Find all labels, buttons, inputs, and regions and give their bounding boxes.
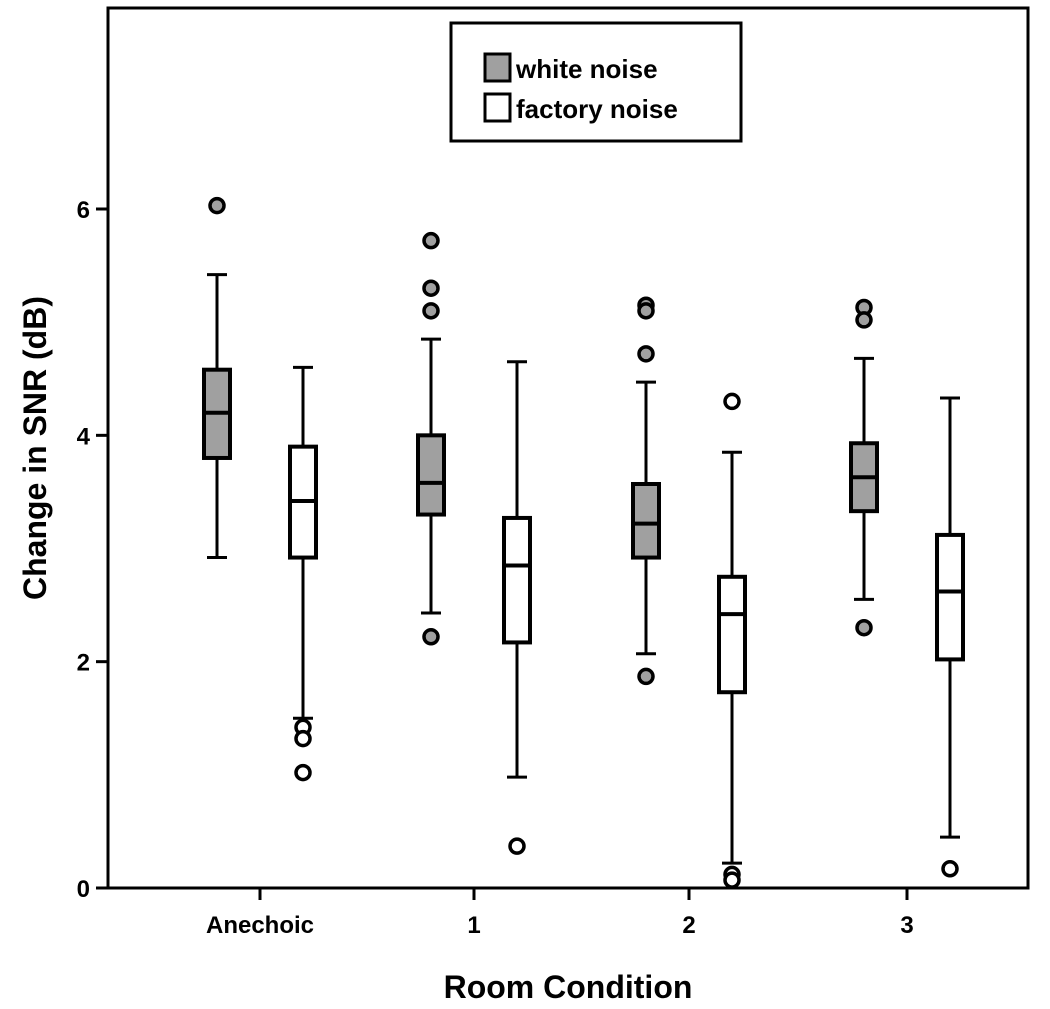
box-white-noise — [849, 298, 879, 637]
outlier-point — [422, 628, 440, 646]
box-iqr — [416, 433, 446, 517]
box-iqr — [717, 574, 747, 695]
x-tick-label: 3 — [900, 912, 913, 939]
outlier-point — [855, 311, 873, 329]
legend-label-factory-noise: factory noise — [516, 94, 678, 124]
y-axis: 0 2 4 6 — [77, 197, 108, 903]
box-iqr — [935, 532, 965, 662]
legend: white noise factory noise — [449, 21, 743, 143]
legend-swatch-factory-noise — [483, 92, 512, 123]
box-iqr — [502, 515, 532, 645]
box-white-noise — [202, 196, 232, 560]
outlier-point — [422, 231, 440, 250]
box-iqr — [631, 481, 661, 560]
outlier-point — [941, 860, 959, 878]
outlier-point — [422, 302, 440, 320]
x-tick-label: 2 — [682, 912, 695, 939]
y-axis-title: Change in SNR (dB) — [17, 296, 53, 600]
legend-swatch-white-noise — [483, 52, 512, 83]
outlier-point — [508, 837, 526, 855]
x-tick-label: Anechoic — [206, 912, 314, 939]
outlier-point — [208, 196, 226, 215]
x-tick-label: 1 — [467, 912, 480, 939]
outlier-point — [637, 302, 655, 320]
box-factory-noise — [502, 360, 532, 855]
outlier-point — [294, 729, 312, 748]
plot-frame — [106, 6, 1030, 890]
box-white-noise — [416, 231, 446, 646]
outlier-point — [855, 618, 873, 637]
y-tick-label: 4 — [77, 423, 91, 450]
legend-label-white-noise: white noise — [515, 54, 658, 84]
y-tick-label: 0 — [77, 876, 90, 903]
outlier-point — [637, 667, 655, 686]
outlier-point — [723, 871, 741, 889]
y-tick-label: 6 — [77, 197, 90, 224]
outlier-point — [637, 345, 655, 363]
box-factory-noise — [935, 396, 965, 878]
outlier-point — [294, 763, 312, 782]
outlier-point — [422, 279, 440, 297]
box-factory-noise — [288, 365, 318, 782]
x-axis: Anechoic 1 2 3 — [206, 888, 914, 939]
box-factory-noise — [717, 392, 747, 889]
boxes-layer — [202, 196, 965, 889]
y-tick-label: 2 — [77, 650, 90, 677]
box-white-noise — [631, 296, 661, 686]
outlier-point — [723, 392, 741, 411]
x-axis-title: Room Condition — [444, 969, 693, 1005]
